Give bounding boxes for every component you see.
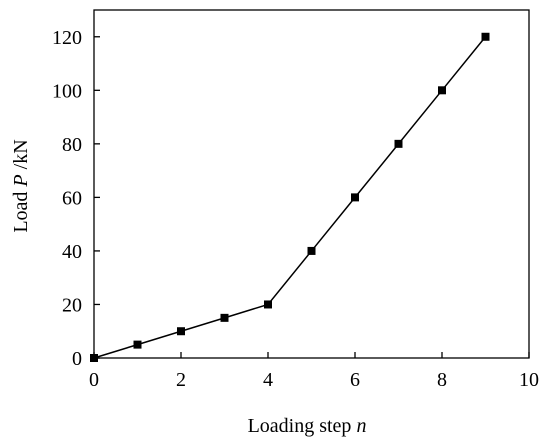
x-tick-label: 8 <box>437 369 447 391</box>
y-label-unit: /kN <box>10 139 32 174</box>
y-label-text: Load <box>10 187 32 233</box>
y-axis-label: Load P /kN <box>10 139 32 232</box>
x-tick-label: 0 <box>89 369 99 391</box>
y-tick-label: 60 <box>62 187 82 209</box>
x-tick-label: 2 <box>176 369 186 391</box>
x-axis-label: Loading step n <box>248 415 367 437</box>
data-point <box>307 246 316 255</box>
y-tick-label: 40 <box>62 241 82 263</box>
y-tick-label: 20 <box>62 294 82 316</box>
y-tick-label: 80 <box>62 134 82 156</box>
data-point <box>90 354 98 362</box>
data-point <box>177 327 185 336</box>
x-tick-label: 6 <box>350 369 360 391</box>
data-point <box>394 139 403 148</box>
x-tick-label: 4 <box>263 369 273 391</box>
x-tick-label: 10 <box>519 369 539 391</box>
x-label-text: Loading step <box>248 415 357 437</box>
data-point <box>220 313 229 322</box>
data-point <box>351 193 359 202</box>
data-point <box>133 340 142 349</box>
plot-frame <box>93 9 530 359</box>
data-point <box>481 32 490 41</box>
y-tick-label: 0 <box>72 348 82 370</box>
data-line <box>93 36 487 359</box>
y-tick-label: 120 <box>52 27 82 49</box>
y-tick-label: 100 <box>52 80 82 102</box>
y-label-var: P <box>10 174 32 187</box>
x-label-var: n <box>356 415 366 437</box>
data-point <box>438 86 446 95</box>
data-point <box>264 300 272 309</box>
